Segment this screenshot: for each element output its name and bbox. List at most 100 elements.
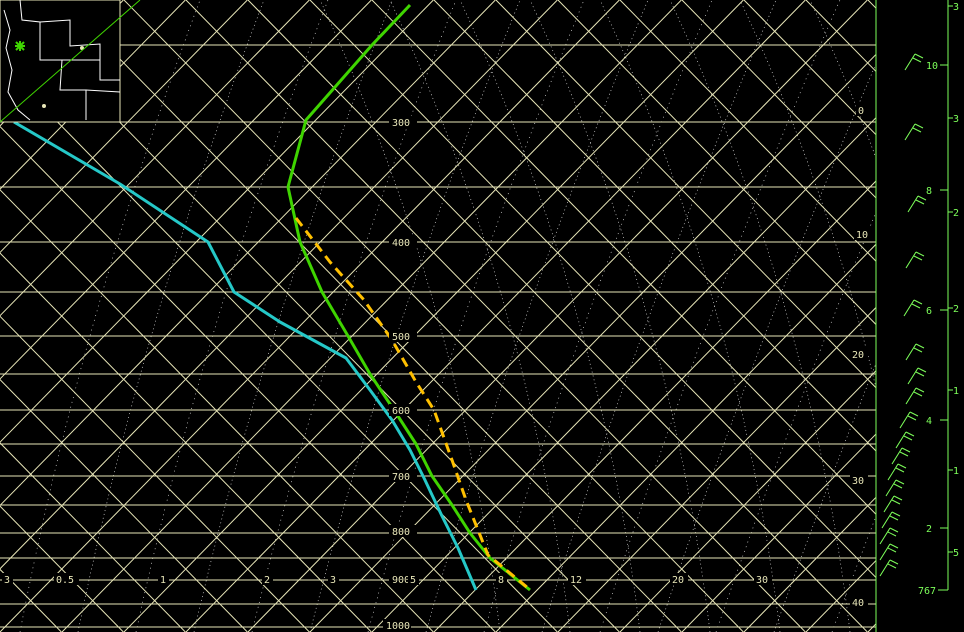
skew-line: [185, 0, 806, 632]
temperature-label-bg: [850, 596, 868, 608]
wind-barb: [905, 387, 925, 405]
wind-barb-flag: [895, 467, 905, 473]
wind-barb-flag: [915, 371, 925, 377]
surface-height-label: 767: [918, 586, 936, 597]
height-kft-label: 2: [953, 304, 959, 315]
wind-barb-flag: [914, 123, 924, 129]
map-lake: [42, 104, 46, 108]
skew-line: [0, 442, 186, 632]
wind-barb-shaft: [879, 559, 891, 577]
wind-barb-flag: [917, 195, 927, 201]
wind-barb-flag: [913, 299, 923, 305]
skew-line: [495, 0, 876, 389]
mixing-ratio-label: 30: [756, 575, 768, 586]
wind-barb-flag: [887, 547, 897, 553]
wind-barb: [879, 527, 899, 545]
wind-barb: [907, 367, 927, 385]
wind-barb-flag: [913, 347, 923, 353]
temperature-label-bg: [854, 228, 872, 240]
skew-line: [371, 0, 876, 516]
wind-barb-flag: [889, 527, 899, 533]
height-km-label: 6: [926, 306, 932, 317]
mixing-ratio-label: 0.5: [56, 575, 74, 586]
pressure-label: 800: [392, 527, 410, 538]
mixing-ratio-label-bg: [262, 573, 273, 585]
wind-barb: [881, 511, 901, 529]
height-kft-label: 5: [953, 548, 959, 559]
temperature-label: 20: [852, 350, 864, 361]
wind-barb-shaft: [879, 527, 891, 545]
wind-barb: [879, 543, 899, 561]
pressure-label: 700: [392, 472, 410, 483]
pressure-label: 1000: [386, 621, 410, 632]
wind-barb-flag: [903, 435, 913, 441]
isobar-lines: [0, 44, 876, 628]
temperature-label-bg: [856, 104, 867, 116]
skew-line: [0, 315, 310, 632]
mixing-ratio-label-bg: [328, 573, 339, 585]
mixing-ratio-label-bg: [754, 573, 772, 585]
skew-line: [619, 0, 876, 262]
temperature-label-bg: [850, 348, 868, 360]
coastline: [3, 9, 31, 121]
skew-line: [0, 378, 248, 632]
skew-line: [557, 0, 876, 326]
sounding-traces: [13, 3, 531, 592]
mixing-ratio-label: 2: [264, 575, 270, 586]
height-km-label: 8: [926, 186, 932, 197]
wind-barb-flag: [889, 515, 899, 521]
skew-line: [743, 496, 876, 632]
wind-barb-shaft: [879, 543, 891, 561]
mixing-ratio-label: 5: [410, 575, 416, 586]
station-marker-icon: [15, 41, 25, 51]
pressure-label: 400: [392, 238, 410, 249]
height-km-label: 4: [926, 416, 932, 427]
height-kft-label: 2: [953, 208, 959, 219]
wind-barb-flag: [901, 447, 911, 453]
wind-barb-shaft: [905, 343, 917, 361]
pressure-label: 600: [392, 406, 410, 417]
skew-line: [619, 370, 876, 632]
wind-barb-shaft: [905, 387, 917, 405]
state-border: [85, 89, 121, 93]
wind-barb: [879, 559, 899, 577]
wind-barb-flag: [887, 531, 897, 537]
skew-line: [0, 189, 434, 632]
wind-barb-shaft: [881, 511, 893, 529]
height-kft-label: 1: [953, 466, 959, 477]
wind-barb-flag: [913, 391, 923, 397]
temperature-label-bg: [850, 474, 868, 486]
temperature-trace: [286, 3, 531, 592]
wind-barb-shaft: [887, 463, 899, 481]
state-border: [39, 19, 120, 81]
mixing-ratio-label-bg: [496, 573, 507, 585]
wind-barbs: [879, 53, 927, 577]
mixing-ratio-label: 12: [570, 575, 582, 586]
height-kft-label: 3: [953, 114, 959, 125]
temperature-label: 40: [852, 598, 864, 609]
wind-barb: [904, 123, 924, 141]
wind-barb: [904, 53, 924, 71]
wind-barb-flag: [909, 411, 919, 417]
map-section-line: [0, 0, 141, 123]
wind-barb-shaft: [891, 447, 903, 465]
height-km-label: 10: [926, 61, 938, 72]
pressure-label-bg: [389, 470, 417, 482]
pressure-label: 900: [392, 575, 410, 586]
skew-line: [681, 0, 876, 199]
mixing-ratio-label-bg: [2, 573, 13, 585]
wind-barb-flag: [911, 303, 921, 309]
height-km-label: 2: [926, 524, 932, 535]
adiabat-line: [135, 0, 329, 632]
wind-barb-shaft: [904, 123, 916, 141]
temperature-label: 10: [856, 230, 868, 241]
wind-barb-flag: [891, 499, 901, 505]
adiabat-line: [541, 0, 777, 632]
temperature-label: 30: [852, 476, 864, 487]
skew-line: [681, 433, 876, 632]
wind-barb-flag: [917, 367, 927, 373]
height-kft-label: 1: [953, 386, 959, 397]
wind-barb: [885, 479, 905, 497]
height-kft-label: 3: [953, 2, 959, 13]
